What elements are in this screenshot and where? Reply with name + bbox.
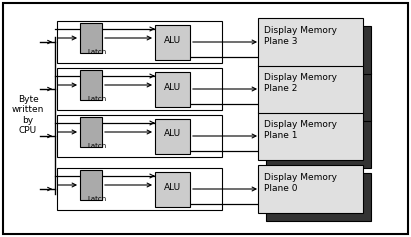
Bar [155, 172, 190, 206]
Text: ALU: ALU [164, 82, 181, 91]
Bar [57, 115, 222, 157]
Bar [155, 24, 190, 59]
Bar [266, 73, 371, 121]
Bar [266, 173, 371, 221]
Text: ALU: ALU [164, 36, 181, 45]
Text: Display Memory
Plane 1: Display Memory Plane 1 [264, 120, 337, 140]
Bar [80, 117, 102, 147]
Text: Latch: Latch [88, 49, 106, 55]
Bar [80, 70, 102, 100]
Bar [258, 65, 363, 113]
Bar [80, 170, 102, 200]
Bar [155, 72, 190, 106]
Text: Latch: Latch [88, 96, 106, 102]
Bar [80, 23, 102, 53]
Text: Byte
written
by
CPU: Byte written by CPU [12, 95, 44, 135]
Text: ALU: ALU [164, 182, 181, 191]
Text: Display Memory
Plane 2: Display Memory Plane 2 [264, 73, 337, 93]
Text: ALU: ALU [164, 129, 181, 138]
Bar [266, 26, 371, 74]
Text: Latch: Latch [88, 143, 106, 149]
Bar [258, 165, 363, 213]
Text: Latch: Latch [88, 196, 106, 202]
Bar [266, 120, 371, 168]
Bar [258, 18, 363, 66]
Bar [258, 112, 363, 160]
Text: Display Memory
Plane 3: Display Memory Plane 3 [264, 26, 337, 46]
Bar [57, 168, 222, 210]
Text: Display Memory
Plane 0: Display Memory Plane 0 [264, 173, 337, 193]
Bar [57, 21, 222, 63]
Bar [155, 118, 190, 154]
Bar [57, 68, 222, 110]
